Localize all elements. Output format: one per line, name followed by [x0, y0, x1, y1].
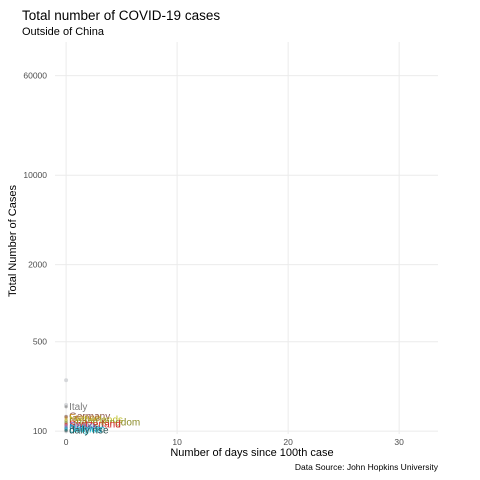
chart-subtitle: Outside of China: [22, 26, 105, 38]
data-source-caption: Data Source: John Hopkins University: [295, 462, 439, 472]
data-point: [64, 378, 69, 383]
y-tick-label: 2000: [28, 260, 47, 270]
series-point: [64, 405, 68, 409]
x-tick-label: 10: [172, 437, 182, 447]
country-label: Norway: [69, 423, 103, 434]
x-axis-title: Number of days since 100th case: [170, 447, 333, 459]
data-points: [64, 378, 69, 434]
y-tick-label: 10000: [23, 170, 47, 180]
country-label: Italy: [69, 402, 87, 413]
y-tick-label: 100: [33, 426, 47, 436]
series-point: [64, 418, 68, 422]
x-tick-label: 20: [283, 437, 293, 447]
y-tick-label: 500: [33, 337, 47, 347]
country-label: France: [69, 413, 101, 424]
country-label: daily rise: [69, 426, 109, 437]
country-label: Belgium: [69, 425, 105, 436]
country-label: Switzerland: [69, 419, 121, 430]
country-label: Spain: [69, 421, 95, 432]
y-axis-title: Total Number of Cases: [7, 185, 19, 297]
axis-ticks: 0 10 20 30 100 500 2000 10000 60000: [23, 71, 404, 447]
series-point: [64, 416, 68, 420]
series-point: [64, 428, 68, 433]
x-tick-label: 30: [394, 437, 404, 447]
y-tick-label: 60000: [23, 71, 47, 81]
country-label: Netherlands: [69, 415, 123, 426]
grid-lines: [55, 42, 438, 434]
country-label: United Kingdom: [69, 417, 140, 428]
country-label: Germany: [69, 412, 110, 423]
chart-title: Total number of COVID-19 cases: [22, 8, 220, 23]
x-tick-label: 0: [64, 437, 69, 447]
